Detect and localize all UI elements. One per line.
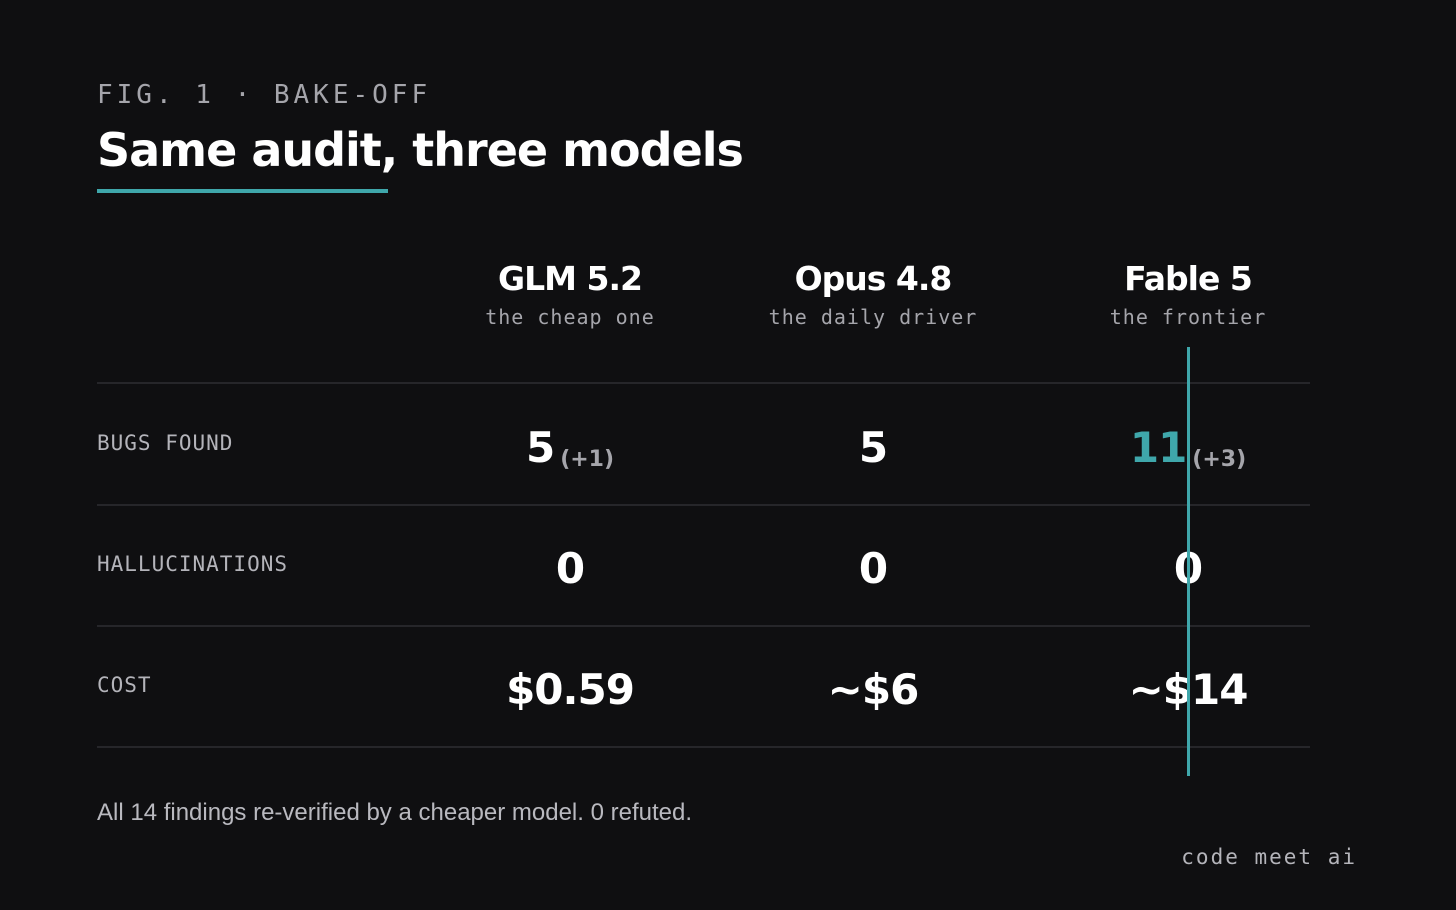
column-subtitle: the cheap one <box>485 305 655 329</box>
cell-value: 5 <box>858 423 888 472</box>
cell-value: 0 <box>858 544 888 593</box>
cell-value-highlight: 11 <box>1129 423 1187 472</box>
cell-value: $0.59 <box>506 665 635 714</box>
table-cell: 0 <box>713 539 1033 599</box>
column-name: Opus 4.8 <box>794 259 953 298</box>
figure-label: FIG. 1 · BAKE-OFF <box>97 80 432 110</box>
row-label-cost: COST <box>97 673 152 697</box>
cell-delta: (+1) <box>560 447 615 472</box>
page-title: Same audit, three models <box>97 123 744 177</box>
column-header-glm: GLM 5.2 the cheap one <box>410 259 730 329</box>
row-label-bugs-found: BUGS FOUND <box>97 431 234 455</box>
cell-value: 5 <box>525 423 555 472</box>
column-name: Fable 5 <box>1124 259 1253 298</box>
table-cell: $0.59 <box>410 660 730 720</box>
column-header-fable: Fable 5 the frontier <box>1028 259 1348 329</box>
footnote: All 14 findings re-verified by a cheaper… <box>97 799 692 826</box>
table-cell: 0 <box>410 539 730 599</box>
column-header-opus: Opus 4.8 the daily driver <box>713 259 1033 329</box>
table-cell: ~$6 <box>713 660 1033 720</box>
cell-value: ~$6 <box>827 665 920 714</box>
cell-delta: (+3) <box>1192 447 1247 472</box>
brand-signature: code meet ai <box>1181 845 1357 869</box>
table-cell: 5 <box>713 418 1033 478</box>
column-name: GLM 5.2 <box>498 259 643 298</box>
table-divider <box>97 625 1310 627</box>
table-cell: 5 (+1) <box>410 418 730 478</box>
column-subtitle: the frontier <box>1109 305 1267 329</box>
frontier-highlight-line <box>1187 347 1190 776</box>
column-subtitle: the daily driver <box>768 305 978 329</box>
title-underline <box>97 189 388 193</box>
cell-value: 0 <box>555 544 585 593</box>
table-cell: 11 (+3) <box>1028 418 1348 478</box>
table-divider <box>97 504 1310 506</box>
table-divider <box>97 382 1310 384</box>
row-label-hallucinations: HALLUCINATIONS <box>97 552 289 576</box>
table-divider <box>97 746 1310 748</box>
